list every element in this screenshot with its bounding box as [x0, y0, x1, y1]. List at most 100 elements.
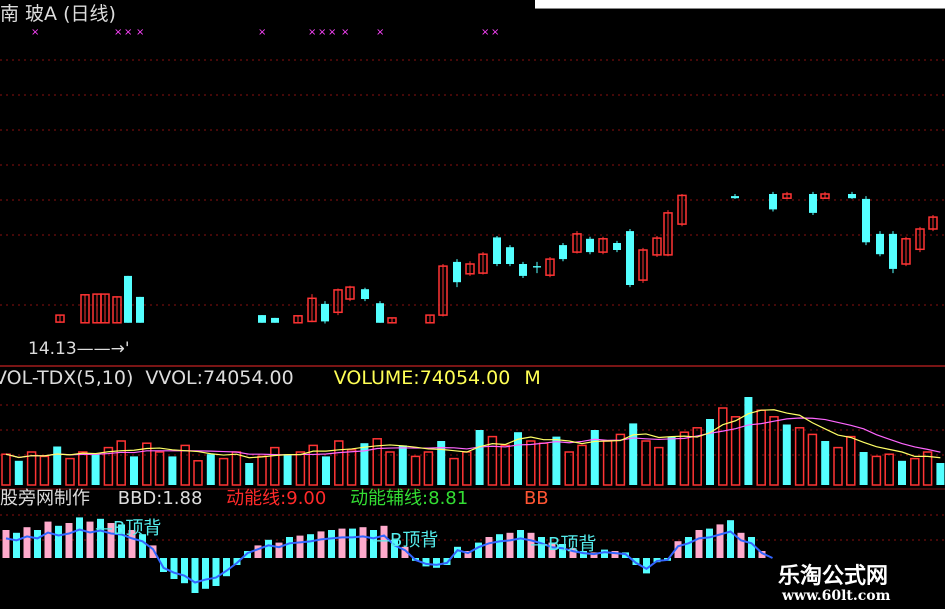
bbd-bar — [401, 546, 409, 558]
bbd-bar — [244, 551, 251, 558]
bbd-bar — [538, 537, 545, 558]
bbd-bar — [55, 525, 62, 558]
volume-trailing: M — [524, 367, 541, 389]
bbd-bar — [149, 545, 157, 558]
candle-down — [889, 233, 897, 269]
volume-bar — [859, 452, 868, 485]
chart-title: 南 玻A (日线) — [0, 3, 116, 25]
volume-bar — [615, 433, 626, 486]
signal-mark: × — [114, 27, 122, 38]
bbd-bar — [370, 530, 377, 558]
candle-up — [100, 293, 110, 324]
candle-down — [731, 196, 739, 199]
bbd-bar — [181, 558, 188, 584]
candle-down — [258, 315, 266, 323]
candle-down — [271, 317, 279, 323]
volume-bar — [821, 441, 830, 485]
bbd-bar — [601, 549, 608, 558]
bbd-bar — [202, 558, 209, 589]
volume-indicator-name[interactable]: VOL-TDX(5,10) — [0, 367, 134, 389]
bbd-bar — [475, 542, 482, 558]
volume-bar — [91, 454, 100, 485]
bbd-bar — [107, 523, 115, 558]
candle-up — [387, 317, 397, 324]
candle-down — [862, 198, 870, 243]
bbd-bar — [160, 558, 167, 572]
bbd-bar — [296, 535, 304, 558]
volume-bar — [769, 416, 779, 486]
bbd-bar — [223, 558, 230, 577]
signal-mark: × — [491, 27, 499, 38]
volume-bar — [130, 456, 138, 485]
candle-down — [453, 261, 461, 283]
volume-bar — [552, 436, 561, 485]
bbd-bar — [65, 523, 73, 558]
bbd-bar — [34, 530, 41, 558]
volume-bar — [807, 433, 818, 486]
momentum-aux-line-value: 动能辅线:8.81 — [350, 488, 469, 509]
candle-up — [307, 297, 317, 323]
volume-bar — [14, 460, 23, 485]
candle-up — [572, 233, 582, 253]
low-price-marker: 14.13——→' — [28, 339, 130, 359]
candle-down — [519, 264, 527, 276]
candle-up — [598, 238, 608, 253]
volume-bar — [193, 460, 203, 486]
volume-bar — [654, 446, 664, 486]
bbd-bar — [139, 534, 146, 558]
volume-bar — [437, 441, 446, 485]
indicator-header: 股旁网制作 BBD:1.88 动能线:9.00 动能辅线:8.81 BB — [0, 489, 549, 509]
volume-bar — [168, 456, 177, 485]
candle-up — [638, 249, 648, 281]
volume-ma5-line — [5, 409, 941, 459]
bbd-bar — [233, 558, 241, 565]
candle-up — [901, 238, 911, 265]
volume-bar — [577, 444, 587, 486]
bbd-bar — [128, 530, 136, 558]
volume-bar — [514, 432, 522, 485]
arrow-icon: ——→' — [76, 339, 130, 359]
volume-bar — [154, 451, 165, 486]
volume-bar — [629, 423, 638, 485]
volume-bar — [500, 444, 510, 486]
volume-bar — [39, 455, 50, 486]
volume-bar — [910, 457, 920, 486]
bbd-bar — [286, 537, 293, 558]
volume-bar — [283, 454, 292, 485]
momentum-line — [5, 528, 773, 584]
signal-mark: × — [136, 27, 144, 38]
volume-bar — [308, 444, 318, 486]
candle-down — [626, 231, 634, 285]
volume-bar — [462, 451, 472, 486]
volume-bar — [706, 419, 714, 485]
candle-up — [438, 265, 448, 316]
volume-bar — [372, 438, 382, 486]
volume-bar — [538, 442, 549, 486]
bbd-bar — [338, 528, 346, 558]
candle-up — [545, 258, 555, 276]
volume-bar — [782, 424, 791, 485]
vvol-value: VVOL:74054.00 — [145, 367, 294, 389]
volume-bar — [257, 455, 267, 486]
bbd-bar — [685, 537, 692, 558]
volume-bar — [936, 463, 945, 485]
candle-down — [493, 237, 501, 264]
volume-bar — [410, 455, 421, 486]
volume-header: VOL-TDX(5,10) VVOL:74054.00 VOLUME:74054… — [0, 368, 541, 388]
candle-down — [124, 275, 132, 323]
volume-bar — [641, 440, 651, 486]
bbd-bar — [170, 558, 178, 579]
bbd-bar — [349, 528, 356, 558]
candle-up — [425, 314, 435, 324]
bbd-bar — [380, 525, 388, 558]
divergence-label: —B顶背 — [530, 534, 597, 555]
candle-up — [677, 194, 687, 225]
volume-bar — [360, 443, 369, 485]
volume-bar — [833, 446, 843, 486]
volume-bar — [295, 451, 306, 486]
candle-down — [586, 238, 594, 253]
bbd-bar — [674, 541, 682, 558]
candle-down — [361, 289, 369, 299]
